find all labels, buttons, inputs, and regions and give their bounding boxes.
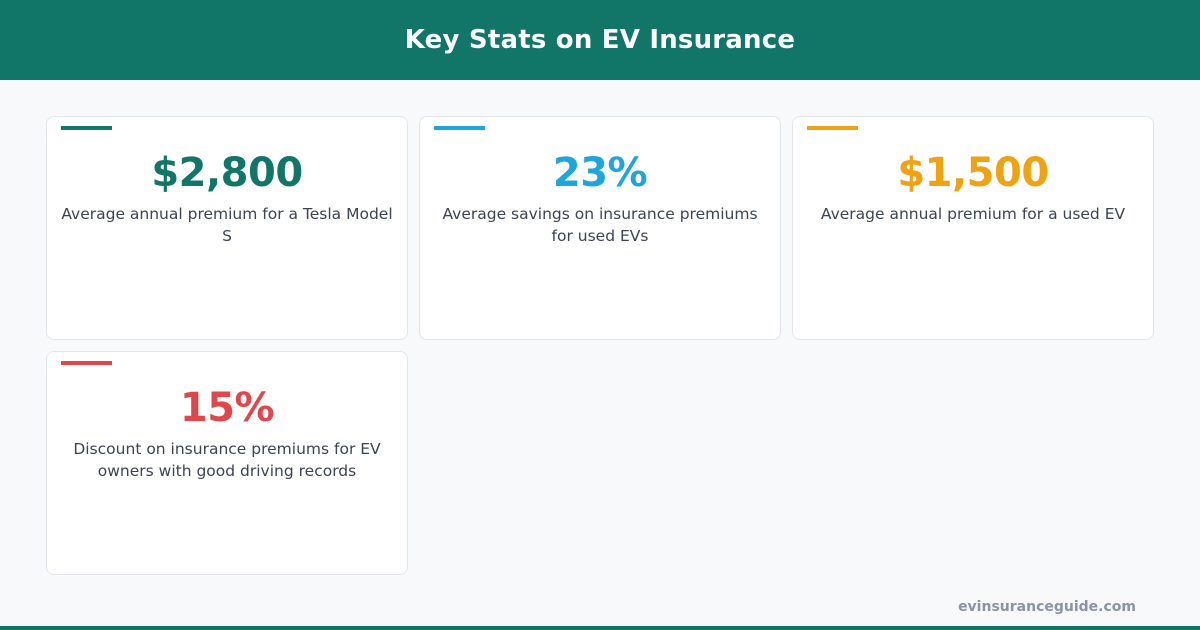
stat-description: Average annual premium for a Tesla Model… — [61, 205, 393, 245]
accent-bar — [61, 126, 112, 130]
source: evinsuranceguide.com — [958, 599, 1136, 615]
accent-bar — [61, 361, 112, 365]
stat-card: $2,800 Average annual premium for a Tesla… — [46, 116, 408, 340]
stat-card: 23% Average savings on insurance premiums… — [419, 116, 781, 340]
stat-card: $1,500 Average annual premium for a used … — [792, 116, 1154, 340]
stat-value: $2,800 — [151, 150, 303, 196]
stat-card: 15% Discount on insurance premiums for EV… — [46, 351, 408, 575]
stat-value: 23% — [552, 150, 648, 196]
stat-value: 15% — [179, 385, 275, 431]
header: Key Stats on EV Insurance — [0, 0, 1200, 80]
stat-description: Average annual premium for a used EV — [820, 205, 1126, 223]
accent-bar — [807, 126, 858, 130]
card-grid: $2,800 Average annual premium for a Tesla… — [46, 116, 1154, 575]
stat-value: $1,500 — [897, 150, 1049, 196]
title: Key Stats on EV Insurance — [404, 25, 796, 55]
accent-bar — [434, 126, 485, 130]
stat-description: Average savings on insurance premiums fo… — [442, 205, 758, 245]
stat-description: Discount on insurance premiums for EV ow… — [73, 440, 381, 480]
bottom-strip — [0, 626, 1200, 630]
